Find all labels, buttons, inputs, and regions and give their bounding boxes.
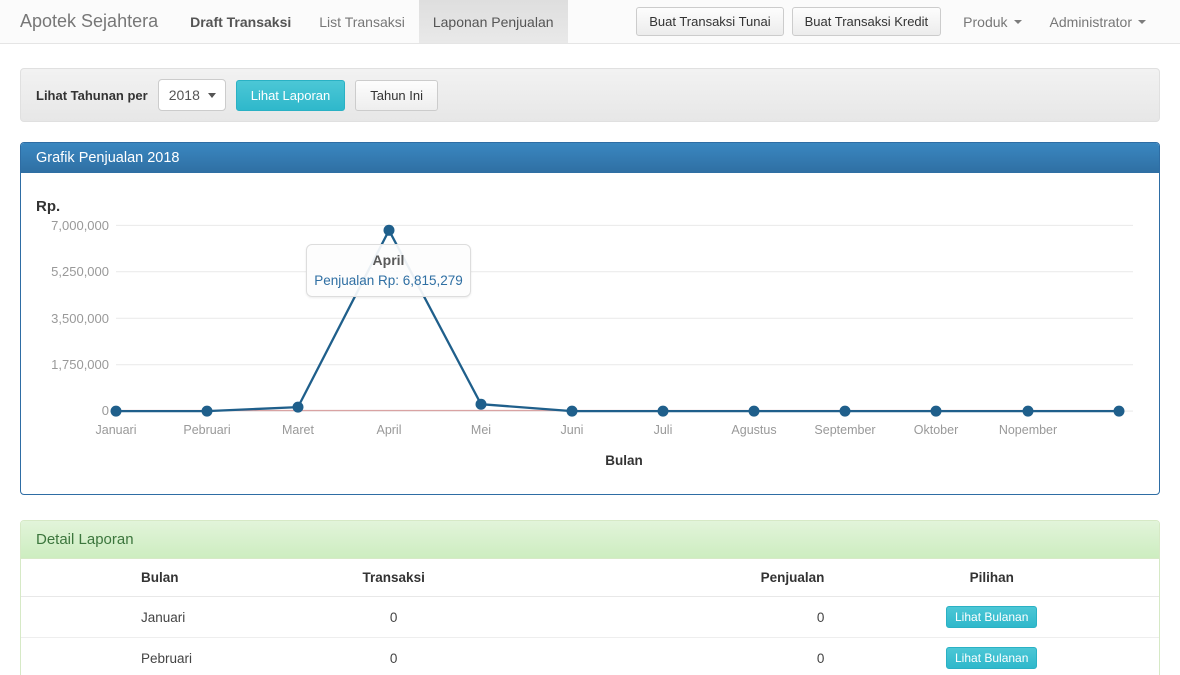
svg-text:Rp.: Rp. <box>36 198 60 215</box>
svg-text:April: April <box>376 423 401 437</box>
svg-text:Mei: Mei <box>471 423 491 437</box>
svg-text:1,750,000: 1,750,000 <box>51 357 109 372</box>
svg-text:Oktober: Oktober <box>914 423 958 437</box>
svg-text:Bulan: Bulan <box>605 453 643 468</box>
svg-text:Maret: Maret <box>282 423 314 437</box>
svg-text:Nopember: Nopember <box>999 423 1057 437</box>
svg-text:Juni: Juni <box>561 423 584 437</box>
svg-text:7,000,000: 7,000,000 <box>51 218 109 233</box>
svg-text:Juli: Juli <box>654 423 673 437</box>
svg-text:Pebruari: Pebruari <box>183 423 230 437</box>
svg-text:September: September <box>814 423 875 437</box>
svg-text:0: 0 <box>102 403 109 418</box>
svg-text:Januari: Januari <box>96 423 137 437</box>
svg-text:3,500,000: 3,500,000 <box>51 311 109 326</box>
svg-text:Agustus: Agustus <box>731 423 776 437</box>
svg-text:5,250,000: 5,250,000 <box>51 264 109 279</box>
